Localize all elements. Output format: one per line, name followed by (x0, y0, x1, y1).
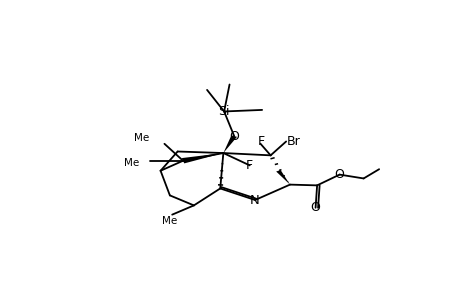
Polygon shape (275, 170, 289, 184)
Text: O: O (334, 168, 344, 181)
Text: Br: Br (286, 135, 300, 148)
Text: Me: Me (162, 216, 177, 226)
Text: O: O (229, 130, 239, 142)
Text: Si: Si (218, 105, 230, 118)
Text: F: F (246, 159, 253, 172)
Text: Me: Me (134, 134, 149, 143)
Text: O: O (310, 201, 320, 214)
Text: F: F (257, 135, 264, 148)
Polygon shape (181, 153, 223, 164)
Polygon shape (223, 135, 236, 153)
Text: Me: Me (123, 158, 139, 168)
Text: N: N (250, 194, 259, 206)
